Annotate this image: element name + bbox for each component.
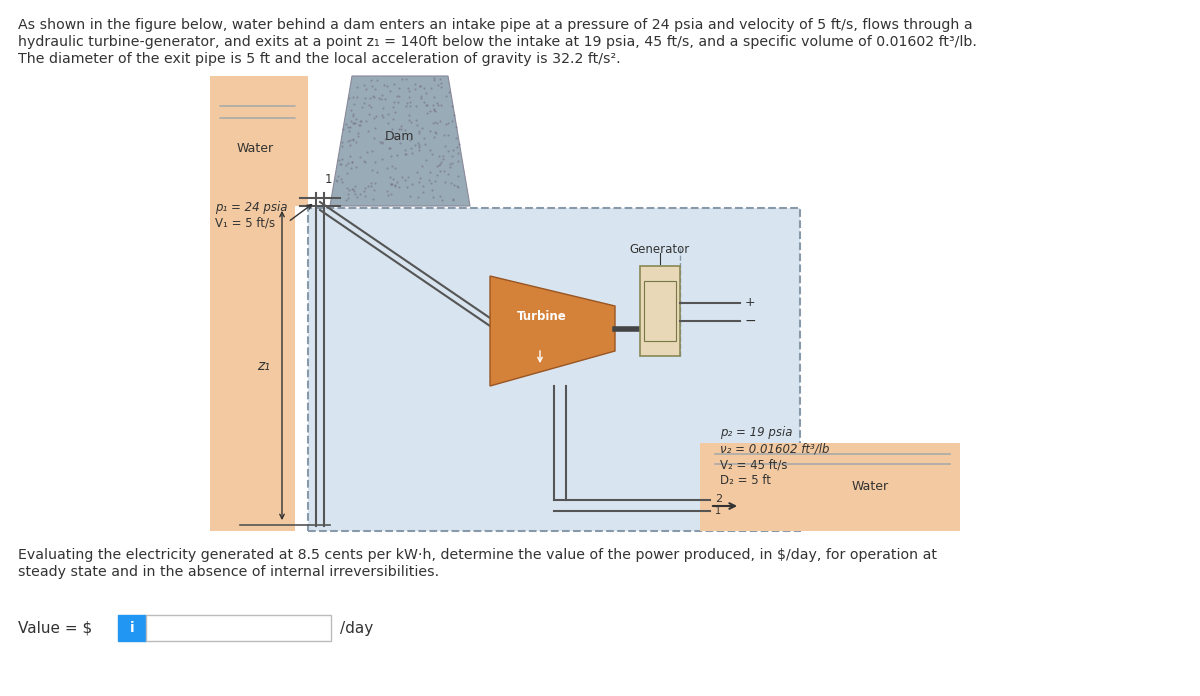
Text: Evaluating the electricity generated at 8.5 cents per kW·h, determine the value : Evaluating the electricity generated at …	[18, 548, 937, 562]
FancyBboxPatch shape	[308, 208, 800, 531]
Text: i: i	[130, 621, 134, 635]
Text: Turbine: Turbine	[517, 310, 566, 322]
Text: Generator: Generator	[630, 243, 690, 256]
FancyBboxPatch shape	[640, 266, 680, 356]
Text: ν₂ = 0.01602 ft³/lb: ν₂ = 0.01602 ft³/lb	[720, 442, 829, 455]
Text: hydraulic turbine-generator, and exits at a point z₁ = 140ft below the intake at: hydraulic turbine-generator, and exits a…	[18, 35, 977, 49]
Text: 2: 2	[715, 494, 722, 504]
Text: As shown in the figure below, water behind a dam enters an intake pipe at a pres: As shown in the figure below, water behi…	[18, 18, 973, 32]
Text: /day: /day	[340, 621, 373, 635]
FancyBboxPatch shape	[146, 615, 331, 641]
Text: Dam: Dam	[385, 129, 415, 143]
Text: p₁ = 24 psia: p₁ = 24 psia	[215, 201, 288, 214]
FancyBboxPatch shape	[700, 443, 960, 531]
Text: z₁: z₁	[257, 359, 270, 373]
Text: D₂ = 5 ft: D₂ = 5 ft	[720, 474, 772, 487]
Text: V₁ = 5 ft/s: V₁ = 5 ft/s	[215, 216, 275, 229]
Polygon shape	[210, 76, 308, 531]
Text: Water: Water	[236, 141, 274, 155]
Text: −: −	[745, 314, 757, 328]
Text: steady state and in the absence of internal irreversibilities.: steady state and in the absence of inter…	[18, 565, 439, 579]
Text: 1: 1	[715, 506, 721, 516]
Text: Value = $: Value = $	[18, 621, 97, 635]
Polygon shape	[330, 76, 470, 206]
Text: V₂ = 45 ft/s: V₂ = 45 ft/s	[720, 458, 787, 471]
Text: +: +	[745, 296, 756, 310]
FancyBboxPatch shape	[118, 615, 146, 641]
Text: p₂ = 19 psia: p₂ = 19 psia	[720, 426, 792, 439]
Text: Water: Water	[852, 480, 888, 493]
Polygon shape	[490, 276, 616, 386]
Text: 1: 1	[325, 173, 332, 186]
Text: The diameter of the exit pipe is 5 ft and the local acceleration of gravity is 3: The diameter of the exit pipe is 5 ft an…	[18, 52, 620, 66]
